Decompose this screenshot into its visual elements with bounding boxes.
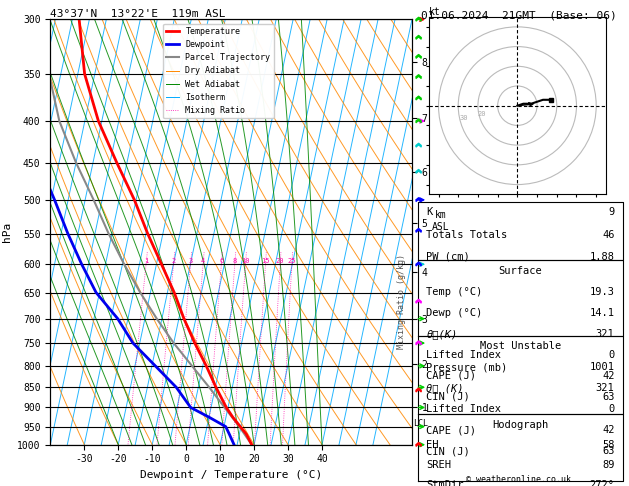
Text: CIN (J): CIN (J) bbox=[426, 392, 470, 402]
Text: 0: 0 bbox=[608, 350, 615, 360]
Text: 0: 0 bbox=[608, 404, 615, 414]
Text: EH: EH bbox=[426, 440, 439, 450]
Text: Pressure (mb): Pressure (mb) bbox=[426, 363, 508, 372]
Text: 8: 8 bbox=[233, 258, 237, 264]
Text: 46: 46 bbox=[602, 230, 615, 240]
Text: StmDir: StmDir bbox=[426, 480, 464, 486]
Legend: Temperature, Dewpoint, Parcel Trajectory, Dry Adiabat, Wet Adiabat, Isotherm, Mi: Temperature, Dewpoint, Parcel Trajectory… bbox=[163, 24, 274, 118]
Text: kt: kt bbox=[428, 7, 440, 17]
Text: 89: 89 bbox=[602, 460, 615, 470]
Text: Lifted Index: Lifted Index bbox=[426, 350, 501, 360]
Text: 4: 4 bbox=[201, 258, 205, 264]
Text: 6: 6 bbox=[220, 258, 223, 264]
Text: 272°: 272° bbox=[589, 480, 615, 486]
Text: 10: 10 bbox=[242, 258, 250, 264]
Text: 20: 20 bbox=[276, 258, 284, 264]
Text: 9: 9 bbox=[608, 208, 615, 217]
Text: θᴇ (K): θᴇ (K) bbox=[426, 383, 464, 393]
Y-axis label: km
ASL: km ASL bbox=[432, 210, 450, 232]
Text: Most Unstable: Most Unstable bbox=[480, 341, 561, 351]
Text: 15: 15 bbox=[261, 258, 270, 264]
Text: Temp (°C): Temp (°C) bbox=[426, 287, 482, 297]
Text: 63: 63 bbox=[602, 392, 615, 402]
Text: 321: 321 bbox=[596, 383, 615, 393]
Text: SREH: SREH bbox=[426, 460, 452, 470]
Text: CAPE (J): CAPE (J) bbox=[426, 425, 476, 435]
Text: Surface: Surface bbox=[499, 266, 542, 276]
X-axis label: Dewpoint / Temperature (°C): Dewpoint / Temperature (°C) bbox=[140, 470, 322, 480]
Text: 2: 2 bbox=[172, 258, 175, 264]
Text: 20: 20 bbox=[477, 111, 486, 117]
Text: 63: 63 bbox=[602, 446, 615, 456]
Y-axis label: hPa: hPa bbox=[1, 222, 11, 242]
Text: 19.3: 19.3 bbox=[589, 287, 615, 297]
Text: 3: 3 bbox=[189, 258, 192, 264]
Text: θᴇ(K): θᴇ(K) bbox=[426, 329, 458, 339]
Text: 25: 25 bbox=[287, 258, 296, 264]
Text: 1001: 1001 bbox=[589, 363, 615, 372]
Text: Lifted Index: Lifted Index bbox=[426, 404, 501, 414]
Text: 58: 58 bbox=[602, 440, 615, 450]
Text: 30: 30 bbox=[460, 115, 469, 121]
Text: 43°37'N  13°22'E  119m ASL: 43°37'N 13°22'E 119m ASL bbox=[50, 9, 226, 18]
Text: © weatheronline.co.uk: © weatheronline.co.uk bbox=[467, 474, 571, 484]
Text: 1.88: 1.88 bbox=[589, 252, 615, 262]
Text: Totals Totals: Totals Totals bbox=[426, 230, 508, 240]
Text: 321: 321 bbox=[596, 329, 615, 339]
Text: 42: 42 bbox=[602, 425, 615, 435]
Text: K: K bbox=[426, 208, 433, 217]
Text: 42: 42 bbox=[602, 371, 615, 381]
Text: PW (cm): PW (cm) bbox=[426, 252, 470, 262]
Text: 1: 1 bbox=[144, 258, 148, 264]
Text: 14.1: 14.1 bbox=[589, 308, 615, 318]
Text: Hodograph: Hodograph bbox=[493, 420, 548, 430]
Text: CIN (J): CIN (J) bbox=[426, 446, 470, 456]
Text: CAPE (J): CAPE (J) bbox=[426, 371, 476, 381]
Text: Mixing Ratio (g/kg): Mixing Ratio (g/kg) bbox=[397, 254, 406, 349]
Text: LCL: LCL bbox=[413, 419, 428, 428]
Text: 01.06.2024  21GMT  (Base: 06): 01.06.2024 21GMT (Base: 06) bbox=[421, 11, 617, 21]
Text: Dewp (°C): Dewp (°C) bbox=[426, 308, 482, 318]
